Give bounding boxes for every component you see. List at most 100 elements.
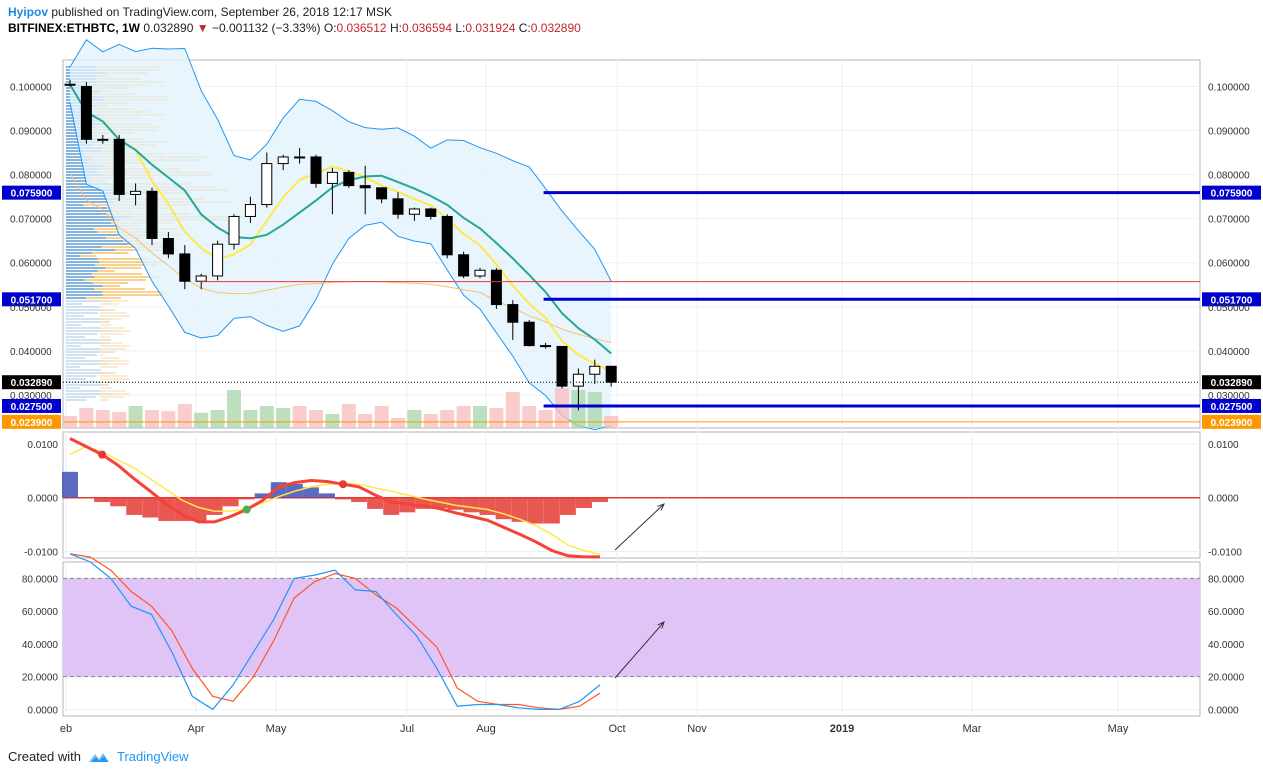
macd-pane bbox=[62, 437, 1200, 559]
profile-bar-up bbox=[66, 354, 98, 356]
profile-bar-down bbox=[100, 309, 116, 311]
profile-bar-up bbox=[66, 228, 94, 230]
profile-bar-down bbox=[100, 303, 119, 305]
trend-arrows[interactable] bbox=[614, 503, 665, 679]
macd-tick-left: -0.0100 bbox=[24, 548, 58, 559]
profile-bar-up bbox=[66, 222, 112, 224]
level-price-label: 0.027500 bbox=[1211, 402, 1253, 413]
macd-tick-right: -0.0100 bbox=[1208, 548, 1242, 559]
macd-histogram-bar bbox=[302, 487, 319, 498]
trend-arrow-icon bbox=[657, 621, 665, 629]
volume-bar bbox=[292, 406, 307, 428]
price-tick-right: 0.060000 bbox=[1208, 259, 1250, 270]
stoch-tick-right: 40.0000 bbox=[1208, 640, 1245, 651]
chart-header: Hyipov published on TradingView.com, Sep… bbox=[8, 4, 581, 36]
candle-body bbox=[589, 365, 601, 375]
trend-arrow-icon bbox=[657, 503, 665, 511]
macd-histogram-bar bbox=[447, 497, 464, 510]
close-value: 0.032890 bbox=[530, 21, 581, 35]
profile-bar-up bbox=[66, 216, 130, 218]
profile-bar-up bbox=[66, 324, 82, 326]
profile-bar-down bbox=[100, 357, 120, 359]
publisher-line: Hyipov published on TradingView.com, Sep… bbox=[8, 4, 581, 20]
macd-histogram-bar bbox=[367, 497, 384, 509]
profile-bar-down bbox=[100, 369, 101, 371]
profile-bar-down bbox=[92, 252, 129, 254]
profile-bar-down bbox=[100, 375, 128, 377]
volume-bar bbox=[358, 414, 373, 428]
price-tick-right: 0.040000 bbox=[1208, 347, 1250, 358]
macd-histogram-bar bbox=[511, 497, 528, 522]
macd-tick-left: 0.0000 bbox=[27, 494, 58, 505]
profile-bar-up bbox=[66, 204, 84, 206]
time-tick-label: Nov bbox=[687, 723, 707, 735]
tradingview-logo-icon[interactable] bbox=[87, 750, 111, 764]
volume-bar bbox=[440, 410, 455, 428]
teal-ma-line bbox=[69, 84, 612, 355]
candle-body bbox=[64, 83, 76, 86]
time-tick-label: eb bbox=[60, 723, 72, 735]
candle-body bbox=[490, 269, 502, 306]
profile-bar-up bbox=[66, 153, 85, 155]
volume-bar bbox=[79, 408, 94, 428]
candle-body bbox=[310, 156, 322, 184]
macd-tick-left: 0.0100 bbox=[27, 440, 58, 451]
macd-histogram-bar bbox=[495, 497, 512, 520]
candle-body bbox=[540, 345, 552, 348]
tradingview-brand[interactable]: TradingView bbox=[116, 749, 189, 764]
profile-bar-up bbox=[66, 360, 112, 362]
macd-histogram-bar bbox=[527, 497, 544, 524]
horizontal-levels[interactable]: 0.075900 0.075900 0.051700 0.051700 0.027500… bbox=[2, 185, 1261, 429]
macd-histogram-bar bbox=[190, 497, 207, 521]
price-tick-left: 0.080000 bbox=[10, 171, 52, 182]
footer: Created with TradingView bbox=[8, 749, 189, 764]
volume-bar bbox=[259, 406, 274, 428]
candle-body bbox=[294, 156, 306, 159]
volume-bar bbox=[341, 404, 356, 428]
profile-bar-down bbox=[100, 399, 110, 401]
volume-bar bbox=[587, 392, 602, 428]
profile-bar-up bbox=[66, 273, 92, 275]
profile-bar-up bbox=[66, 384, 109, 386]
profile-bar-up bbox=[66, 195, 106, 197]
candle-body bbox=[179, 253, 191, 282]
published-text: published on TradingView.com, September … bbox=[51, 5, 393, 19]
level-price-label: 0.051700 bbox=[1211, 295, 1253, 306]
profile-bar-up bbox=[66, 279, 85, 281]
candle-body bbox=[376, 187, 388, 200]
author-name[interactable]: Hyipov bbox=[8, 5, 49, 19]
stoch-tick-left: 80.0000 bbox=[22, 574, 59, 585]
volume-bar bbox=[128, 406, 143, 428]
macd-histogram-bar bbox=[222, 497, 239, 507]
candle-body bbox=[408, 208, 420, 215]
macd-histogram-bar bbox=[543, 497, 560, 524]
profile-bar-up bbox=[66, 378, 86, 380]
profile-bar-down bbox=[102, 285, 121, 287]
change-value: −0.001132 (−3.33%) bbox=[211, 21, 321, 35]
time-tick-label: Aug bbox=[476, 723, 496, 735]
profile-bar-down bbox=[100, 387, 113, 389]
profile-bar-down bbox=[100, 396, 124, 398]
profile-bar-down bbox=[102, 291, 170, 293]
level-price-tag bbox=[2, 185, 61, 200]
profile-bar-up bbox=[66, 162, 89, 164]
volume-bar bbox=[309, 410, 323, 428]
profile-bar-down bbox=[86, 297, 121, 299]
profile-bar-up bbox=[66, 321, 110, 323]
stochastic-pane bbox=[63, 553, 1200, 711]
profile-bar-up bbox=[66, 399, 87, 401]
candle-body bbox=[326, 171, 338, 184]
volume-bar bbox=[243, 410, 258, 428]
bollinger-lower bbox=[69, 102, 612, 431]
profile-bar-up bbox=[66, 243, 129, 245]
profile-bar-up bbox=[66, 231, 98, 233]
profile-bar-up bbox=[66, 171, 97, 173]
candle-body bbox=[228, 215, 240, 245]
level-price-tag bbox=[1202, 414, 1261, 429]
profile-bar-up bbox=[66, 225, 119, 227]
profile-bar-up bbox=[66, 234, 118, 236]
down-arrow-icon: ▼ bbox=[196, 21, 209, 35]
profile-bar-up bbox=[66, 297, 87, 299]
volume-bar bbox=[374, 406, 389, 428]
